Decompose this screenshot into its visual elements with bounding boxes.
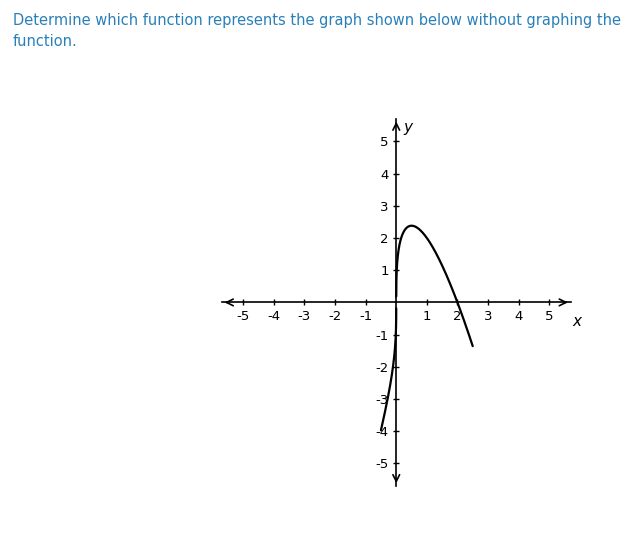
Text: y: y (403, 120, 412, 136)
Text: Determine which function represents the graph shown below without graphing the
f: Determine which function represents the … (13, 14, 621, 50)
Text: x: x (572, 314, 581, 329)
